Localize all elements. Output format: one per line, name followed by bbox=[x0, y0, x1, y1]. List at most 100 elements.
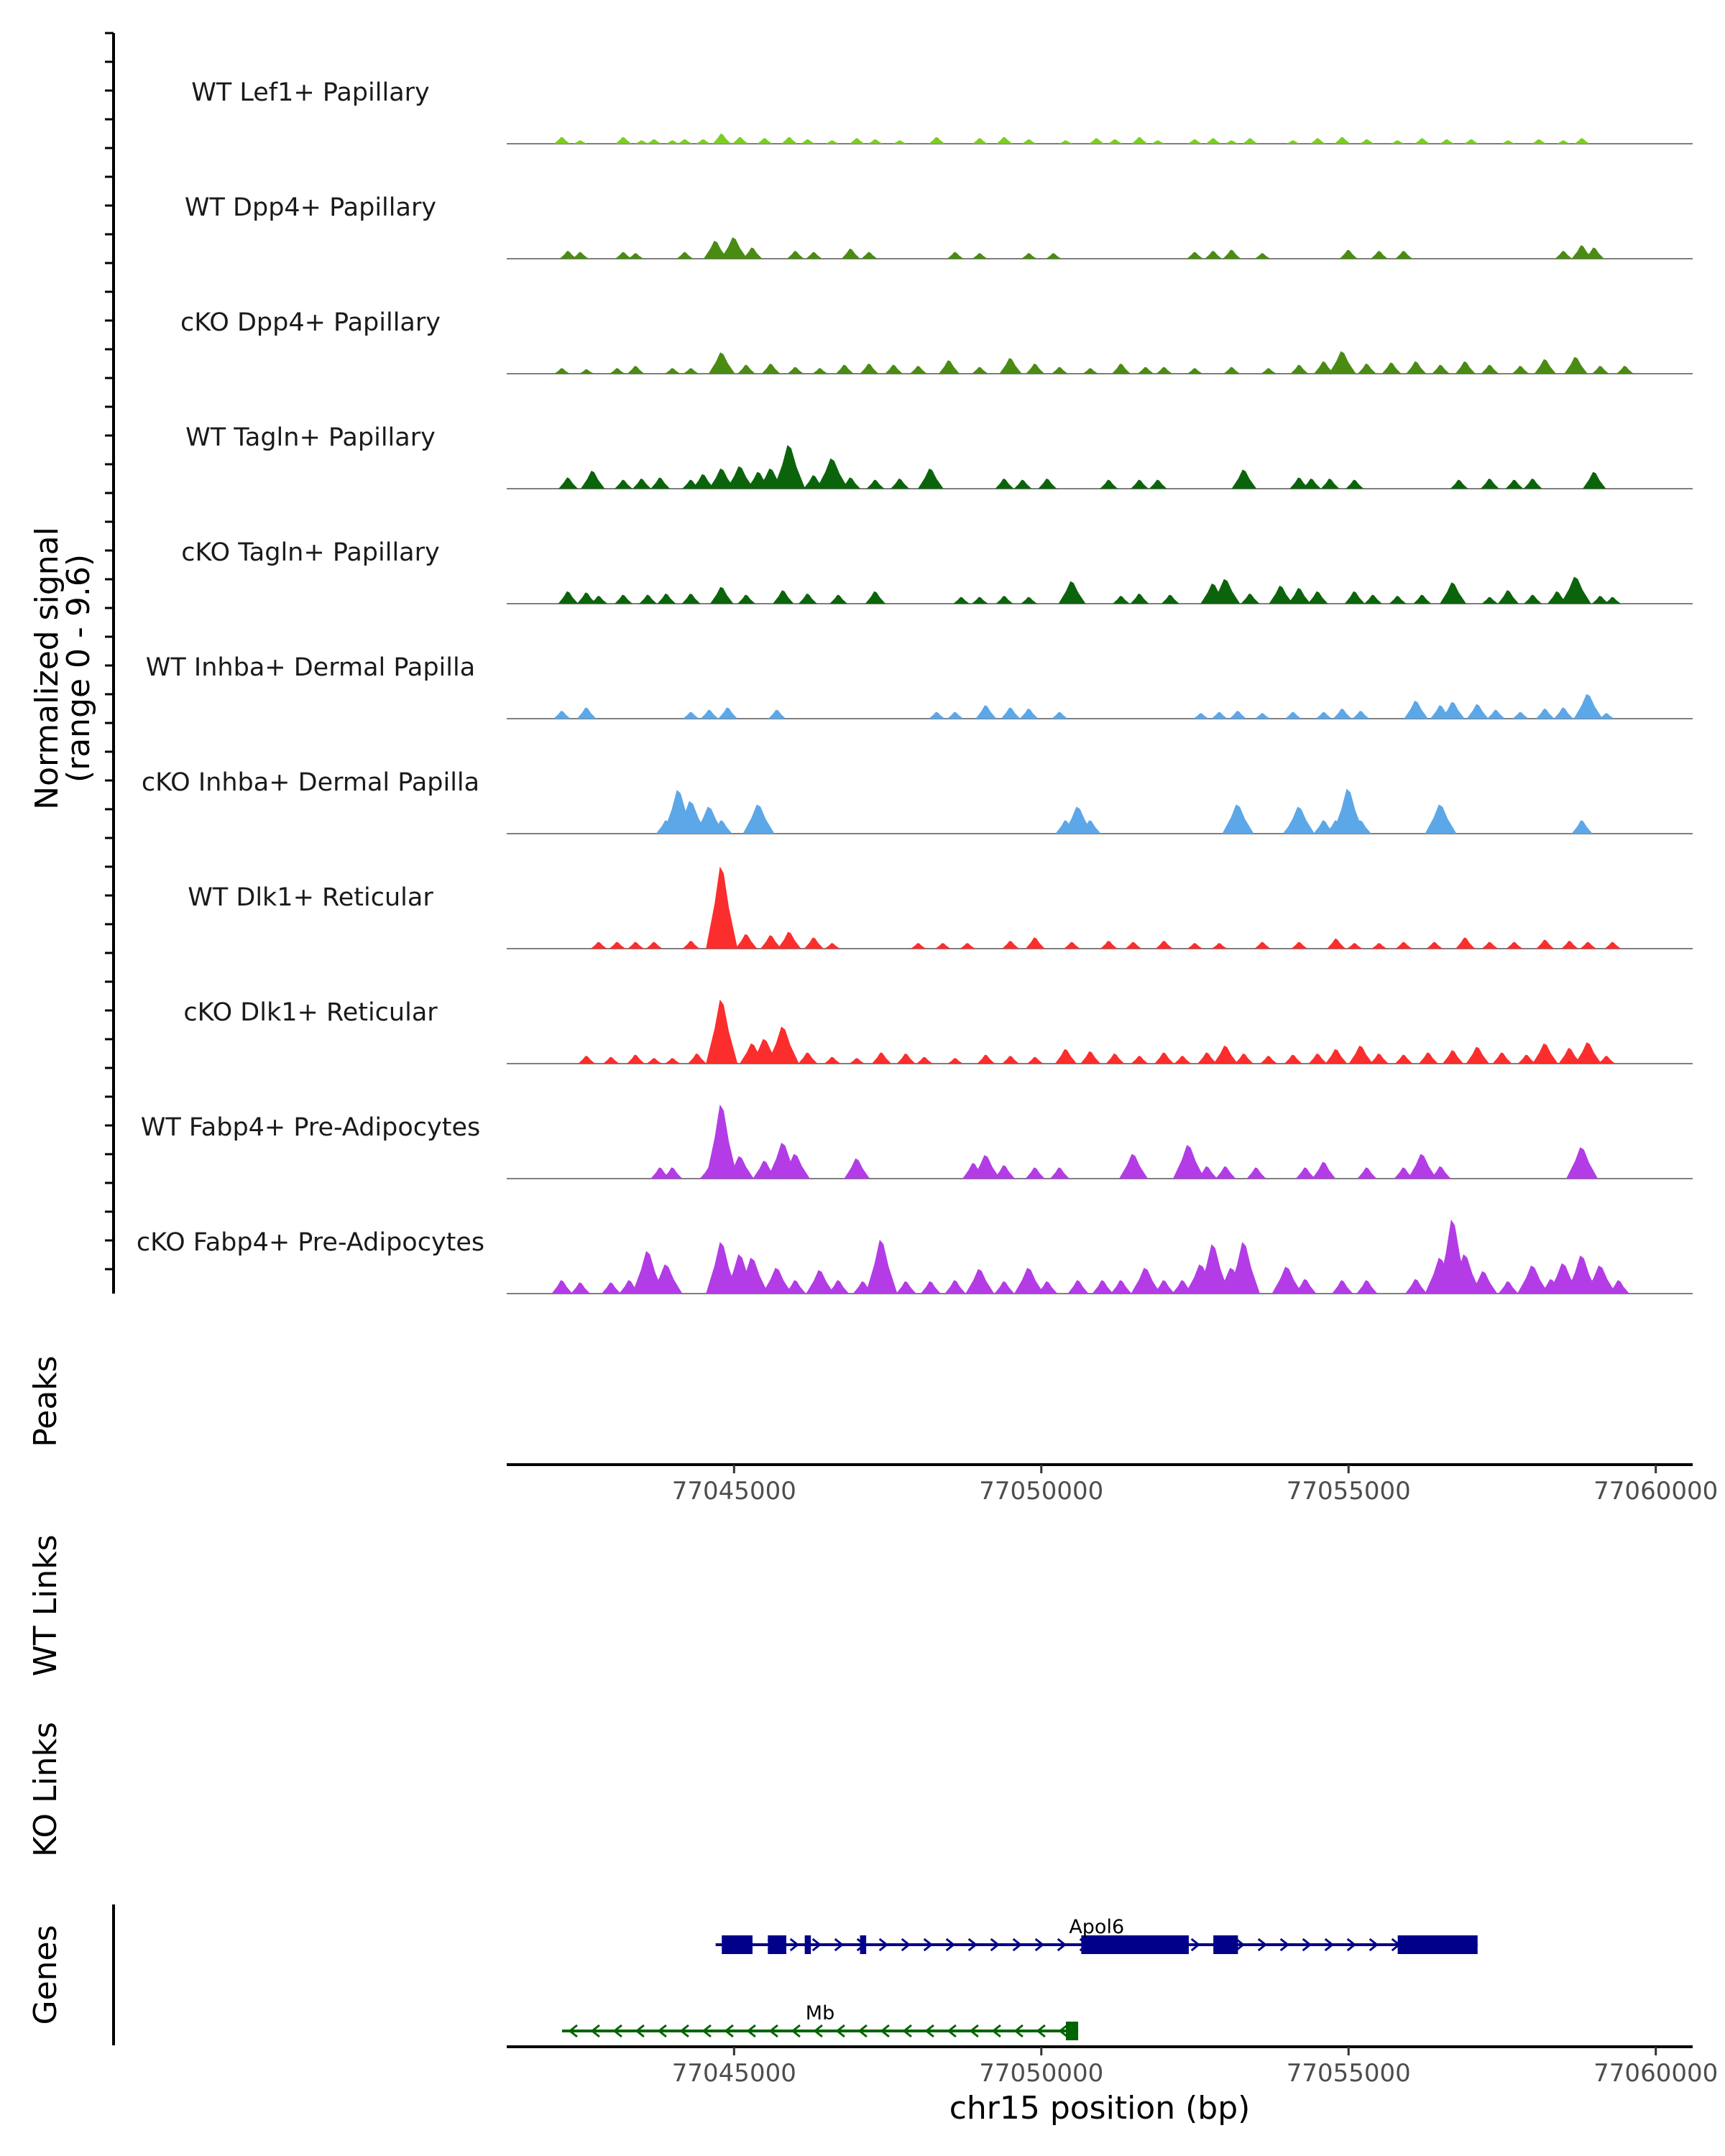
peaks-track-label: Peaks bbox=[27, 1355, 64, 1447]
coverage-peak bbox=[1560, 576, 1591, 604]
coverage-peak bbox=[1161, 594, 1179, 604]
coverage-peak bbox=[935, 943, 951, 949]
coverage-peak bbox=[1000, 707, 1021, 719]
coverage-peak bbox=[1512, 366, 1530, 374]
coverage-peak bbox=[711, 820, 732, 834]
coverage-peak bbox=[615, 252, 632, 259]
coverage-peak bbox=[706, 1104, 738, 1179]
coverage-peak bbox=[1002, 1056, 1019, 1064]
coverage-peak bbox=[609, 941, 626, 949]
coverage-peak bbox=[1394, 1167, 1414, 1179]
coverage-peak bbox=[953, 596, 970, 604]
coverage-peak bbox=[703, 241, 728, 259]
coverage-peak bbox=[1286, 140, 1300, 144]
strand-arrow bbox=[967, 1938, 978, 1952]
coverage-peak bbox=[1405, 1279, 1427, 1294]
coverage-peak bbox=[742, 247, 763, 259]
strand-arrow bbox=[1036, 2024, 1046, 2038]
coverage-peak bbox=[682, 941, 700, 949]
coverage-peak bbox=[710, 586, 734, 604]
exon bbox=[722, 1935, 753, 1954]
gene-models: Apol6 Mb bbox=[561, 1916, 1478, 2040]
coverage-peak bbox=[576, 592, 597, 604]
coverage-peak bbox=[1505, 479, 1524, 489]
coverage-peak bbox=[761, 363, 781, 374]
coverage-peak bbox=[1231, 469, 1257, 489]
strand-arrow bbox=[924, 2024, 934, 2038]
coverage-peak bbox=[865, 591, 886, 604]
gene-mb: Mb bbox=[561, 2002, 1079, 2040]
coverage-peak bbox=[824, 1056, 841, 1064]
coverage-peak bbox=[911, 943, 926, 949]
coverage-peak bbox=[1573, 694, 1603, 719]
track-cko-tagln-papillary: cKO Tagln+ Papillary bbox=[181, 538, 1693, 604]
strand-arrow bbox=[811, 1938, 822, 1952]
coverage-peak bbox=[1054, 1049, 1077, 1064]
coverage-peak bbox=[1358, 363, 1376, 374]
coverage-peak bbox=[1455, 361, 1476, 374]
strand-arrow bbox=[878, 1938, 889, 1952]
coverage-peak bbox=[627, 253, 644, 259]
coverage-peak bbox=[1080, 1051, 1101, 1064]
coverage-peak bbox=[1113, 596, 1130, 604]
coverage-peak bbox=[939, 360, 960, 374]
coverage-peak bbox=[825, 140, 840, 144]
coverage-peak bbox=[1523, 478, 1542, 489]
coverage-peak bbox=[1441, 701, 1465, 719]
coverage-peak bbox=[977, 1054, 995, 1064]
coverage-peak bbox=[947, 252, 964, 259]
coverage-peak bbox=[1439, 139, 1455, 144]
coverage-peak bbox=[615, 479, 632, 489]
coverage-peak bbox=[732, 137, 749, 144]
coverage-peak bbox=[553, 137, 571, 144]
coverage-peak bbox=[1430, 1166, 1451, 1179]
coverage-peak bbox=[841, 248, 860, 259]
coverage-peak bbox=[1333, 788, 1365, 834]
coverage-peak bbox=[1394, 1054, 1413, 1064]
coverage-peak bbox=[799, 593, 817, 604]
strand-arrow bbox=[768, 2024, 778, 2038]
coverage-peak bbox=[1532, 1043, 1558, 1064]
coverage-peak bbox=[849, 1058, 865, 1064]
x-tick-label: 77045000 bbox=[672, 1477, 796, 1506]
coverage-peak bbox=[1334, 137, 1351, 144]
coverage-peak bbox=[1284, 806, 1315, 834]
coverage-peak bbox=[1021, 596, 1037, 604]
coverage-peak bbox=[929, 137, 945, 144]
ko-links-track-label: KO Links bbox=[27, 1722, 64, 1857]
strand-arrow bbox=[1346, 1938, 1357, 1952]
coverage-peak bbox=[1037, 1281, 1058, 1294]
coverage-peak bbox=[916, 1056, 933, 1064]
coverage-peak bbox=[1308, 1053, 1328, 1064]
coverage-peak bbox=[559, 251, 577, 259]
coverage-peak bbox=[1584, 247, 1604, 259]
coverage-peak bbox=[768, 709, 786, 719]
coverage-peak bbox=[787, 251, 804, 259]
coverage-peak bbox=[1223, 367, 1241, 374]
strand-arrow bbox=[635, 2024, 645, 2038]
coverage-peak bbox=[947, 711, 964, 719]
coverage-peak bbox=[1246, 1167, 1266, 1179]
coverage-peak bbox=[1213, 1046, 1238, 1064]
coverage-peak bbox=[726, 466, 754, 489]
coverage-peak bbox=[960, 943, 975, 949]
coverage-peak bbox=[785, 1280, 806, 1294]
track-cko-fabp4-pre-adipocytes: cKO Fabp4+ Pre-Adipocytes bbox=[137, 1219, 1693, 1294]
coverage-peak bbox=[1404, 701, 1428, 719]
coverage-peak bbox=[1105, 1053, 1125, 1064]
coverage-peak bbox=[1580, 941, 1596, 949]
coverage-peak bbox=[1211, 579, 1241, 604]
strand-arrow bbox=[1302, 1938, 1312, 1952]
strand-arrow bbox=[991, 2024, 1001, 2038]
track-label: cKO Dpp4+ Papillary bbox=[180, 308, 441, 337]
coverage-peak bbox=[1222, 804, 1254, 834]
coverage-peak bbox=[1058, 581, 1086, 604]
coverage-peak bbox=[1228, 1242, 1260, 1294]
track-wt-lef1-papillary: WT Lef1+ Papillary bbox=[191, 78, 1693, 144]
coverage-peak bbox=[996, 137, 1013, 144]
strand-arrow bbox=[1257, 1938, 1268, 1952]
strand-arrow bbox=[1324, 1938, 1335, 1952]
coverage-peak bbox=[1291, 941, 1308, 949]
coverage-peak bbox=[683, 368, 699, 374]
